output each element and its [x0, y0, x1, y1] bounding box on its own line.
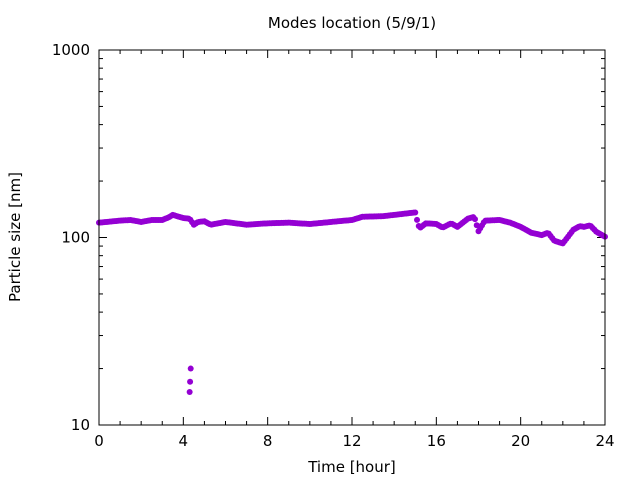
- data-point: [414, 216, 421, 223]
- chart-title: Modes location (5/9/1): [268, 14, 436, 32]
- data-point: [186, 388, 193, 395]
- x-tick-label: 20: [511, 432, 530, 450]
- y-tick-label: 100: [61, 229, 90, 247]
- data-points: [96, 209, 608, 395]
- x-tick-label: 24: [595, 432, 614, 450]
- plot-frame: [98, 49, 606, 426]
- data-point: [187, 378, 194, 385]
- y-tick-label: 10: [71, 416, 90, 434]
- axis-ticks: [98, 50, 606, 426]
- x-tick-label: 8: [263, 432, 273, 450]
- x-tick-label: 12: [342, 432, 361, 450]
- y-axis-label: Particle size [nm]: [6, 172, 24, 302]
- axis-tick-labels: 0 4 8 12 16 20 24 10 100 1000: [52, 41, 615, 450]
- data-point: [471, 216, 478, 223]
- x-tick-label: 0: [94, 432, 104, 450]
- x-axis-label: Time [hour]: [307, 458, 396, 476]
- data-point: [412, 209, 419, 216]
- x-tick-label: 4: [179, 432, 189, 450]
- x-tick-label: 16: [427, 432, 446, 450]
- y-tick-label: 1000: [52, 41, 90, 59]
- data-point: [187, 365, 194, 372]
